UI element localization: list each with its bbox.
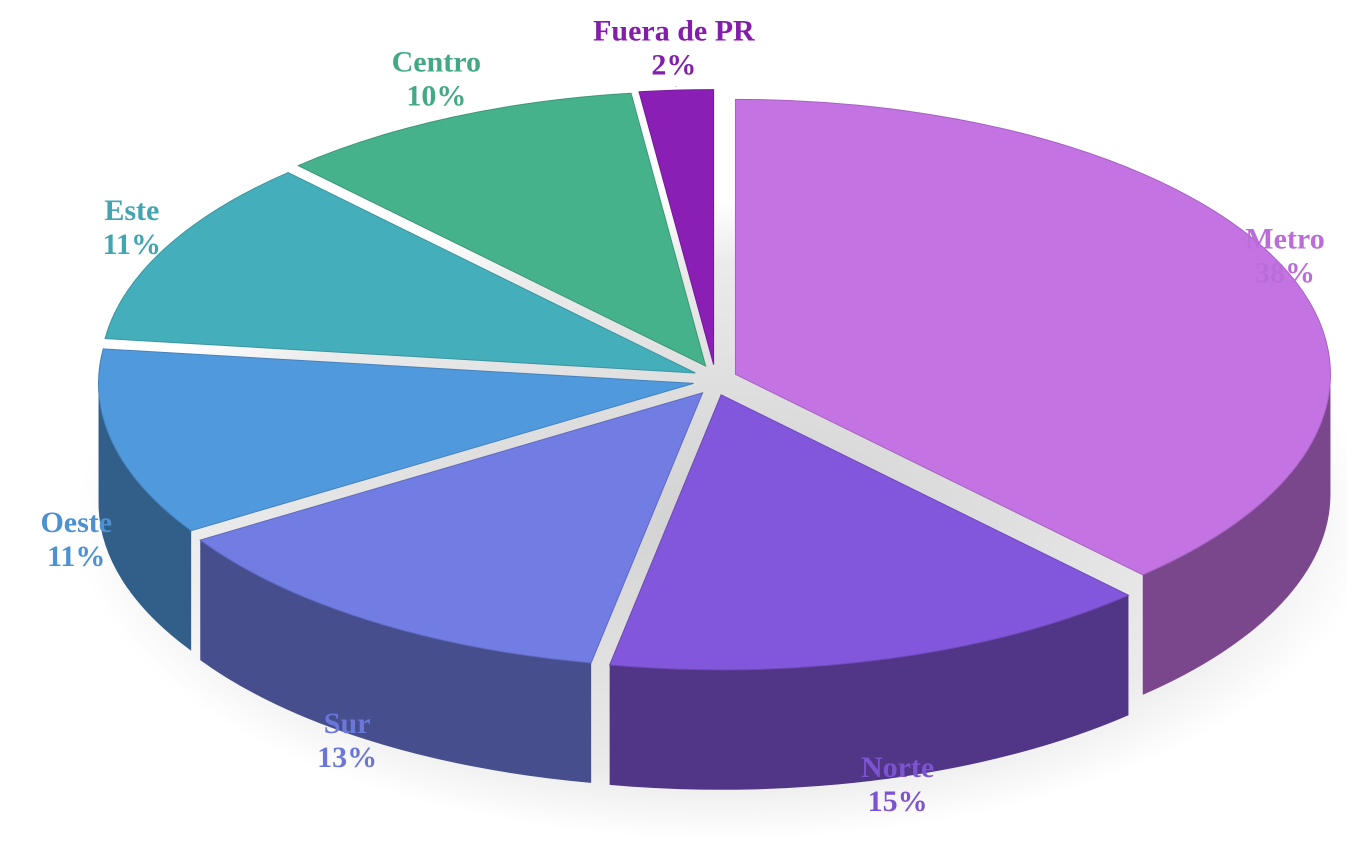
- slice: [199, 391, 704, 664]
- slice: [734, 98, 1331, 576]
- slice-value-label: 2%: [651, 49, 696, 82]
- slice-label: Sur: [324, 707, 371, 740]
- slice-value-label: 10%: [406, 79, 466, 112]
- slice-label: Norte: [861, 751, 934, 784]
- slice-side: [1142, 374, 1331, 695]
- slice: [638, 89, 715, 365]
- slice-value-label: 13%: [317, 741, 377, 774]
- slice-side: [98, 383, 192, 651]
- slice: [98, 348, 694, 532]
- slice-value-label: 11%: [103, 228, 161, 261]
- slice-label: Oeste: [40, 506, 112, 539]
- slice: [297, 92, 707, 368]
- pie-tops: [98, 89, 1331, 671]
- slice-value-label: 38%: [1255, 256, 1315, 289]
- slice-value-label: 15%: [868, 785, 928, 818]
- slice-label: Fuera de PR: [593, 15, 755, 48]
- slice-value-label: 11%: [47, 540, 105, 573]
- pie-walls: [98, 374, 1331, 790]
- slice-label: Centro: [392, 45, 481, 78]
- slice: [608, 394, 1130, 671]
- slice-side: [609, 595, 1129, 790]
- slice-label: Este: [104, 194, 159, 227]
- pie-labels: Metro38%Norte15%Sur13%Oeste11%Este11%Cen…: [40, 15, 1324, 818]
- slice-side: [200, 540, 592, 783]
- slice-label: Metro: [1245, 222, 1324, 255]
- slice: [104, 171, 696, 374]
